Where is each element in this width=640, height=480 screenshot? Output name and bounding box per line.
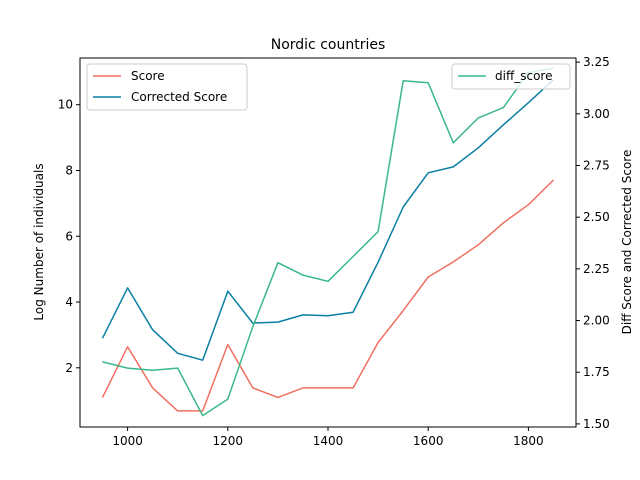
y-tick-label: 2 [65,361,73,375]
y-axis-right-label: Diff Score and Corrected Score [620,150,634,335]
x-axis-ticks: 1000 1200 1400 1600 1800 [112,427,544,448]
y-axis-left-label: Log Number of individuals [32,163,46,320]
series-layer [101,67,555,417]
x-tick-label: 1600 [413,434,444,448]
x-tick-label: 1000 [112,434,143,448]
y-axis-right-ticks: 1.50 1.75 2.00 2.25 2.50 2.75 3.00 3.25 [576,55,610,431]
y2-tick-label: 1.50 [583,417,610,431]
legend-right-box [451,63,571,90]
y2-tick-label: 2.75 [583,158,610,172]
series-line-corrected-score [101,79,555,361]
y-tick-label: 8 [65,163,73,177]
y-axis-left-ticks: 2 4 6 8 10 [58,98,80,375]
y2-tick-label: 2.50 [583,210,610,224]
legend-left: Score Corrected Score [86,63,248,111]
y2-tick-label: 2.00 [583,314,610,328]
y2-tick-label: 3.25 [583,55,610,69]
x-tick-label: 1800 [513,434,544,448]
series-line-score [101,179,555,412]
y2-tick-label: 1.75 [583,365,610,379]
y2-tick-label: 2.25 [583,262,610,276]
legend-right: diff_score [451,63,571,90]
chart-title: Nordic countries [271,37,386,53]
legend-label-corrected-score: Corrected Score [131,90,227,104]
plot-frame [79,57,577,428]
legend-label-score: Score [131,69,165,83]
x-tick-label: 1200 [213,434,244,448]
y-tick-label: 6 [65,229,73,243]
y-tick-label: 10 [58,98,73,112]
legend-label-diff-score: diff_score [495,69,552,83]
y2-tick-label: 3.00 [583,107,610,121]
series-line-diff-score [102,67,554,417]
y-tick-label: 4 [65,295,73,309]
x-tick-label: 1400 [313,434,344,448]
legend-left-box [86,63,248,111]
